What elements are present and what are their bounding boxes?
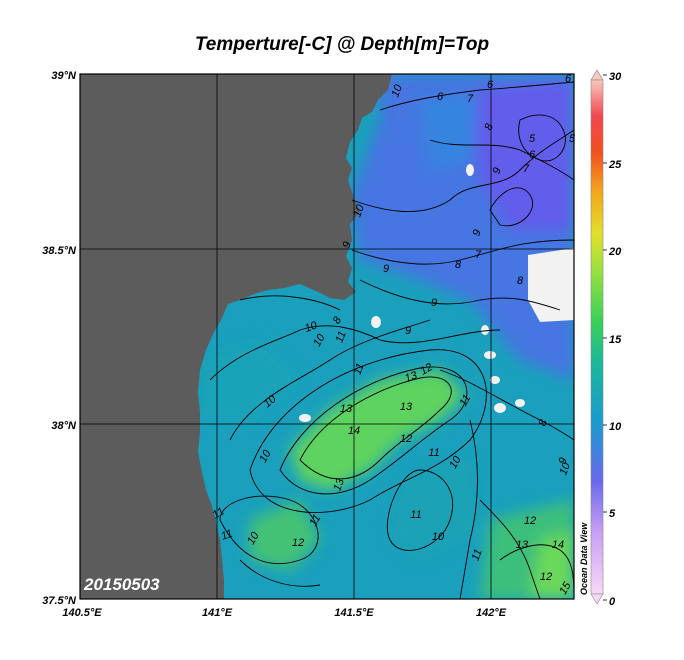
contour-label: 14 [348,425,360,437]
lat-tick-38-5: 38.5°N [42,245,77,257]
contour-label: 5 [529,133,536,145]
colorbar-tick-0: 0 [609,596,616,608]
lat-tick-38: 38°N [51,420,77,432]
colorbar-tick-30: 30 [609,71,622,83]
contour-label: 6 [565,73,572,85]
contour-label: 11 [457,393,473,409]
contour-label: 13 [340,403,353,415]
contour-label: 13 [400,401,413,413]
date-label: 20150503 [83,575,160,594]
ocean-data-view-watermark: Ocean Data View [579,522,589,595]
land-mass [80,74,392,599]
lon-tick-142: 142°E [476,607,507,619]
contour-label: 6 [487,79,494,91]
map-frame [79,73,575,600]
contour-label: 9 [405,325,411,337]
colorbar-tick-15: 15 [609,334,622,346]
contour-label: 11 [334,330,349,345]
colorbar-top-arrow [590,69,604,81]
contour-label: 11 [211,505,227,521]
contour-label: 9 [431,297,437,309]
colorbar-tick-20: 20 [608,246,622,258]
contour-label: 8 [482,121,496,132]
contour-label: 11 [307,513,323,529]
contour-label: 8 [536,417,550,428]
contour-label: 12 [540,571,552,583]
lon-tick-141-5: 141.5°E [334,607,374,619]
contour-label: 7 [523,163,530,175]
contour-label: 14 [552,539,564,551]
contour-label: 6 [529,149,536,161]
contour-label: 13 [403,369,419,385]
contour-label: 10 [557,460,573,476]
contour-label: 11 [410,509,421,521]
contour-label: 6 [437,91,444,103]
colorbar-tick-5: 5 [609,508,616,520]
colorbar-tick-10: 10 [609,421,622,433]
lon-tick-140-5: 140.5°E [62,607,102,619]
colorbar-tick-25: 25 [608,159,622,171]
contour-label: 11 [428,447,439,459]
contour-label: 5 [569,133,576,145]
contour-label: 10 [432,531,445,543]
lat-tick-37-5: 37.5°N [42,595,77,607]
contour-label: 9 [556,456,569,466]
contour-label: 8 [455,259,462,271]
map-area [80,74,574,599]
contour-label: 10 [303,319,319,335]
contour-label: 9 [490,166,503,176]
lon-tick-141: 141°E [202,607,233,619]
contour-label: 11 [352,362,367,377]
contour-label: 11 [470,548,485,563]
contour-label: 13 [516,539,529,551]
colorbar-bottom-arrow [590,593,604,605]
contour-label: 12 [524,515,536,527]
no-data-patch [528,248,574,322]
contour-lines [209,81,574,599]
contour-label: 7 [475,249,482,261]
contour-label: 7 [467,93,474,105]
contour-label: 11 [220,528,235,543]
chart-title: Temperture[-C] @ Depth[m]=Top [194,34,490,55]
contour-label: 12 [400,433,412,445]
colorbar: 30 25 20 15 10 5 0 [590,69,622,608]
contour-label: 9 [383,263,389,275]
colorbar-gradient [590,79,604,595]
contour-label: 9 [470,228,483,238]
contour-label: 12 [418,361,435,378]
contour-label: 13 [331,476,347,492]
contour-label: 8 [517,275,524,287]
contour-label: 12 [292,537,304,549]
contour-label: 10 [389,82,405,98]
graticule [80,74,574,599]
contour-label: 9 [340,240,353,250]
lat-tick-39: 39°N [51,70,77,82]
contour-label: 10 [351,202,367,218]
